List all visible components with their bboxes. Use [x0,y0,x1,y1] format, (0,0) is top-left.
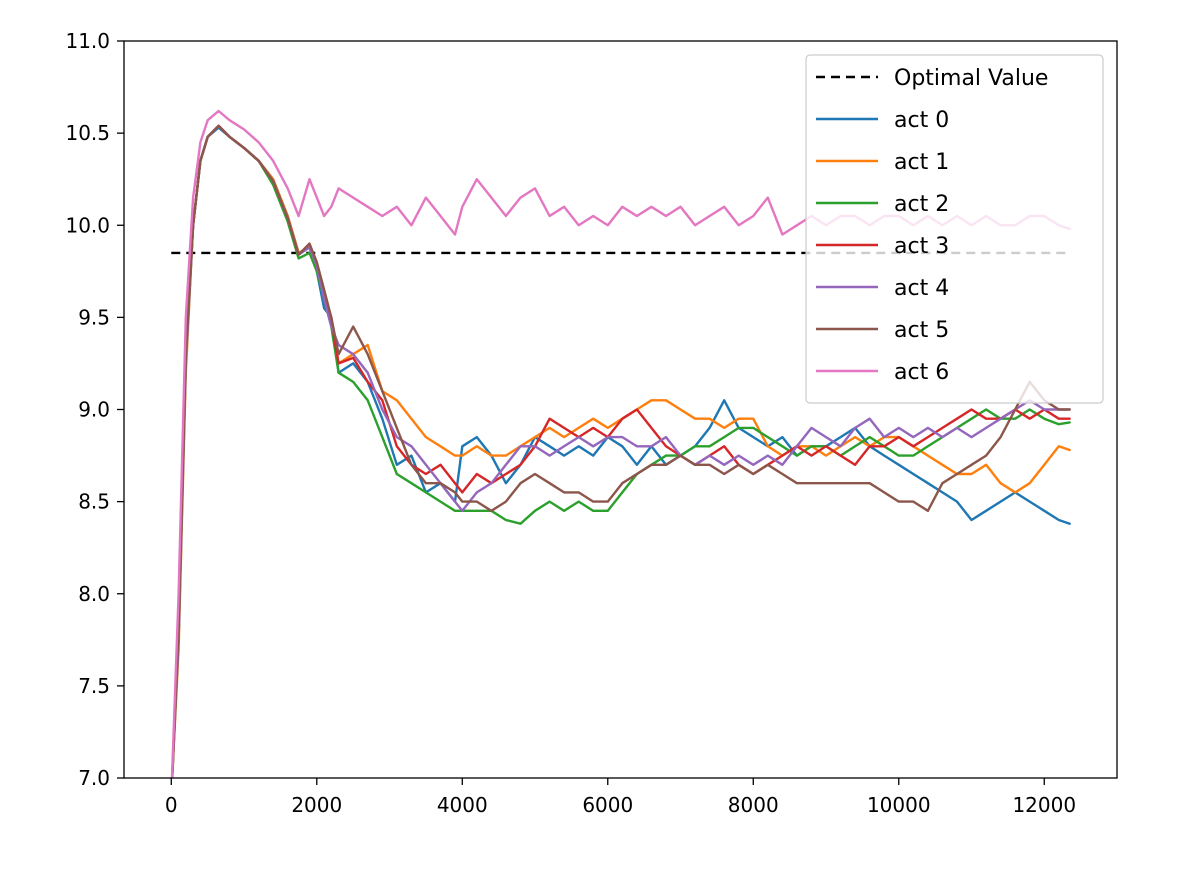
legend-label: act 3 [894,234,949,259]
y-tick-label: 8.0 [78,582,110,606]
legend-box [806,55,1103,403]
legend-label: act 6 [894,360,949,385]
x-tick-label: 8000 [728,793,779,817]
y-tick-label: 11.0 [65,29,110,53]
legend-label: act 5 [894,318,949,343]
legend-label: act 1 [894,150,949,175]
y-tick-label: 9.0 [78,398,110,422]
x-tick-label: 4000 [437,793,488,817]
x-tick-label: 0 [165,793,178,817]
x-tick-label: 12000 [1012,793,1076,817]
y-tick-label: 7.5 [78,674,110,698]
x-tick-label: 6000 [582,793,633,817]
legend-label: act 4 [894,276,949,301]
legend-label: Optimal Value [894,66,1048,91]
legend: Optimal Value act 0 act 1 act 2 act 3 act 4 ac… [806,55,1103,403]
x-tick-label: 2000 [291,793,342,817]
y-tick-label: 8.5 [78,490,110,514]
y-tick-label: 7.0 [78,766,110,790]
x-tick-label: 10000 [867,793,931,817]
y-tick-label: 10.0 [65,213,110,237]
legend-label: act 0 [894,108,949,133]
legend-label: act 2 [894,192,949,217]
y-tick-label: 9.5 [78,305,110,329]
y-tick-label: 10.5 [65,121,110,145]
